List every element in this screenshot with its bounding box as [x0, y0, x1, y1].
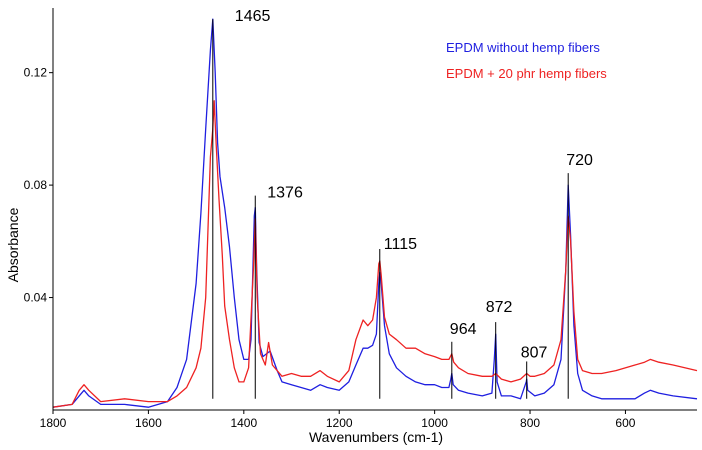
peak-label-720: 720 — [566, 152, 593, 169]
x-tick-label: 600 — [615, 416, 635, 430]
x-tick-label: 1200 — [326, 416, 353, 430]
x-tick-label: 1600 — [135, 416, 162, 430]
peak-label-1465: 1465 — [235, 8, 271, 25]
peak-labels: 1465 1376 1115 964 872 807 720 — [235, 8, 593, 361]
y-tick-label: 0.04 — [24, 291, 48, 305]
series-line-1 — [52, 18, 698, 408]
legend: EPDM without hemp fibers EPDM + 20 phr he… — [446, 40, 607, 81]
y-tick-label: 0.12 — [24, 66, 48, 80]
x-tick-label: 1000 — [421, 416, 448, 430]
axes — [52, 8, 697, 411]
x-tick-label: 1800 — [40, 416, 67, 430]
x-tick-label: 1400 — [230, 416, 257, 430]
peak-label-807: 807 — [521, 344, 548, 361]
series-curves — [52, 18, 698, 408]
peak-label-872: 872 — [486, 299, 513, 316]
y-tick-label: 0.08 — [24, 178, 48, 192]
x-tick-label: 800 — [520, 416, 540, 430]
series-line-2 — [52, 100, 698, 408]
legend-entry-2: EPDM + 20 phr hemp fibers — [446, 66, 607, 81]
peak-marker-lines — [212, 19, 569, 399]
peak-label-1115: 1115 — [384, 236, 417, 253]
peak-label-964: 964 — [450, 321, 477, 338]
legend-entry-1: EPDM without hemp fibers — [446, 40, 600, 55]
y-axis-title: Absorbance — [5, 207, 21, 282]
tick-labels: 1800 1600 1400 1200 1000 800 600 0.04 0.08 0.12 — [24, 66, 636, 430]
peak-label-1376: 1376 — [267, 185, 303, 202]
x-axis-title: Wavenumbers (cm-1) — [309, 429, 443, 445]
